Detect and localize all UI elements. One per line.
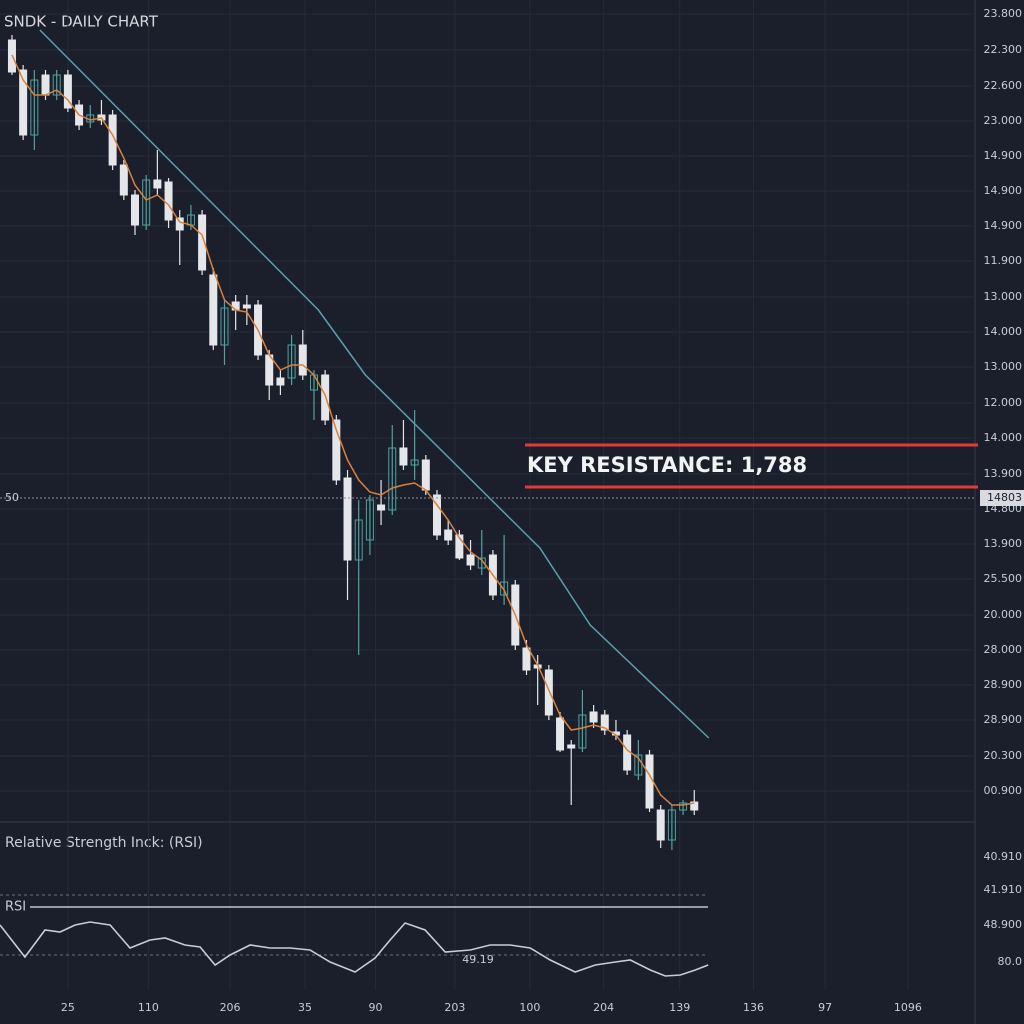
candle-body	[153, 179, 162, 189]
x-tick-label: 25	[61, 1001, 75, 1014]
rsi-title: Relative Strength Inck: (RSI)	[5, 835, 203, 851]
candle-body	[667, 809, 676, 841]
rsi-tick-label: 80.0	[998, 955, 1023, 968]
candle-body	[63, 74, 72, 109]
candle-body	[198, 214, 207, 271]
y-tick-label: 14.900	[984, 219, 1023, 232]
candle-body	[399, 447, 408, 466]
y-tick-label: 28.900	[984, 678, 1023, 691]
chart-title: SNDK - DAILY CHART	[4, 13, 159, 31]
candle-body	[444, 529, 453, 541]
candle-body	[354, 519, 363, 561]
x-tick-label: 203	[444, 1001, 465, 1014]
y-tick-label: 25.500	[984, 572, 1023, 585]
candle-body	[634, 754, 643, 776]
candle-body	[466, 554, 475, 566]
candle-body	[455, 534, 464, 559]
candle-body	[589, 711, 598, 723]
candle-body	[500, 581, 509, 596]
candle-body	[142, 179, 151, 226]
rsi-tick-label: 40.910	[984, 850, 1023, 863]
candle-body	[231, 301, 240, 311]
candle-body	[242, 304, 251, 309]
resistance-label: KEY RESISTANCE: 1,788	[527, 453, 807, 477]
candle-body	[432, 494, 441, 536]
rsi-label: RSI	[5, 900, 26, 915]
candle-body	[220, 307, 229, 346]
marker-label-box	[980, 490, 1024, 506]
candle-body	[41, 74, 50, 96]
x-tick-label: 206	[220, 1001, 241, 1014]
x-tick-label: 139	[669, 1001, 690, 1014]
candle-body	[645, 754, 654, 809]
candle-body	[119, 164, 128, 196]
candle-body	[343, 477, 352, 561]
y-tick-label: 14.000	[984, 325, 1023, 338]
y-tick-label: 13.000	[984, 290, 1023, 303]
candle-body	[131, 194, 140, 226]
marker-left-label: 50	[5, 491, 19, 504]
y-tick-label: 14.900	[984, 184, 1023, 197]
candle-body	[19, 69, 28, 136]
y-tick-label: 14.900	[984, 149, 1023, 162]
y-tick-label: 23.000	[984, 114, 1023, 127]
y-tick-label: 20.000	[984, 608, 1023, 621]
candle-body	[690, 801, 699, 811]
candle-body	[522, 647, 531, 671]
moving-average	[11, 54, 695, 806]
rsi-tick-label: 48.900	[984, 918, 1023, 931]
y-tick-label: 11.900	[984, 254, 1023, 267]
candle-body	[52, 74, 61, 96]
candle-body	[421, 459, 430, 491]
candle-body	[175, 217, 184, 231]
candle-body	[477, 557, 486, 569]
y-tick-label: 00.900	[984, 784, 1023, 797]
y-tick-label: 13.900	[984, 537, 1023, 550]
candle-body	[679, 802, 688, 811]
candle-body	[388, 447, 397, 511]
candle-body	[332, 419, 341, 481]
candle-body	[164, 181, 173, 221]
candle-body	[276, 377, 285, 386]
x-tick-label: 90	[368, 1001, 382, 1014]
rsi-line	[0, 921, 709, 977]
trendline	[39, 29, 710, 739]
candle-body	[209, 274, 218, 346]
y-tick-label: 28.000	[984, 643, 1023, 656]
y-tick-label: 13.900	[984, 467, 1023, 480]
y-tick-label: 28.900	[984, 713, 1023, 726]
candle-body	[410, 459, 419, 466]
y-tick-label: 14.000	[984, 431, 1023, 444]
candle-body	[578, 714, 587, 749]
candle-body	[30, 79, 39, 136]
x-tick-label: 136	[743, 1001, 764, 1014]
y-tick-label: 23.800	[984, 7, 1023, 20]
candle-body	[287, 344, 296, 379]
candle-body	[365, 499, 374, 541]
x-tick-label: 100	[519, 1001, 540, 1014]
x-tick-label: 35	[298, 1001, 312, 1014]
y-tick-label: 12.000	[984, 396, 1023, 409]
candle-body	[108, 114, 117, 166]
y-tick-label: 20.300	[984, 749, 1023, 762]
marker-label: 14803	[987, 491, 1022, 504]
candle-body	[377, 504, 386, 511]
candle-body	[544, 669, 553, 716]
candle-body	[556, 717, 565, 751]
x-tick-label: 110	[138, 1001, 159, 1014]
y-tick-label: 22.300	[984, 43, 1023, 56]
candle-body	[600, 714, 609, 731]
y-tick-label: 22.600	[984, 79, 1023, 92]
rsi-value-label: 49.19	[462, 953, 494, 966]
x-tick-label: 204	[593, 1001, 614, 1014]
candle-body	[298, 344, 307, 376]
y-tick-label: 13.000	[984, 360, 1023, 373]
candle-body	[567, 744, 576, 749]
x-tick-label: 97	[818, 1001, 832, 1014]
rsi-tick-label: 41.910	[984, 883, 1023, 896]
candle-body	[656, 809, 665, 841]
x-tick-label: 1096	[894, 1001, 922, 1014]
